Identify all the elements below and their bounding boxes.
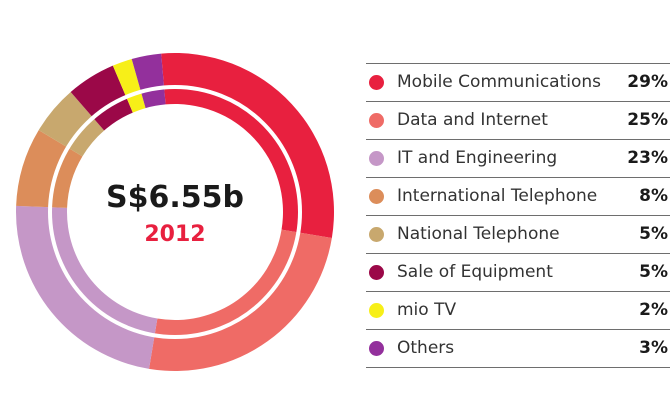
donut-slice — [70, 65, 133, 131]
legend-item: IT and Engineering 23% — [366, 139, 670, 177]
legend: Mobile Communications 29% Data and Interne… — [366, 63, 670, 368]
legend-label: Sale of Equipment — [397, 262, 553, 282]
legend-percentage: 23% — [627, 148, 668, 168]
legend-swatch — [369, 227, 384, 242]
legend-swatch — [369, 303, 384, 318]
donut-slice — [161, 53, 334, 238]
legend-item: mio TV 2% — [366, 291, 670, 329]
legend-percentage: 5% — [639, 262, 668, 282]
donut-slice — [131, 53, 166, 109]
legend-label: mio TV — [397, 300, 457, 320]
legend-label: IT and Engineering — [397, 148, 558, 168]
center-total-value: S$6.55b — [106, 180, 244, 215]
donut-chart: S$6.55b 2012 — [16, 53, 334, 371]
legend-item: Others 3% — [366, 329, 670, 368]
legend-percentage: 3% — [639, 338, 668, 358]
legend-item: Sale of Equipment 5% — [366, 253, 670, 291]
legend-swatch — [369, 189, 384, 204]
legend-swatch — [369, 151, 384, 166]
legend-label: International Telephone — [397, 186, 598, 206]
legend-percentage: 8% — [639, 186, 668, 206]
donut-slice — [112, 59, 146, 113]
legend-label: Data and Internet — [397, 110, 548, 130]
legend-item: Data and Internet 25% — [366, 101, 670, 139]
legend-label: National Telephone — [397, 224, 560, 244]
donut-slice — [38, 92, 105, 157]
legend-percentage: 25% — [627, 110, 668, 130]
center-year-label: 2012 — [144, 222, 205, 247]
donut-slice — [16, 205, 158, 369]
legend-swatch — [369, 341, 384, 356]
donut-slice — [149, 229, 332, 371]
legend-item: National Telephone 5% — [366, 215, 670, 253]
legend-percentage: 29% — [627, 72, 668, 92]
legend-item: International Telephone 8% — [366, 177, 670, 215]
legend-item: Mobile Communications 29% — [366, 63, 670, 101]
legend-percentage: 5% — [639, 224, 668, 244]
inner-white-ring — [48, 85, 302, 339]
legend-swatch — [369, 265, 384, 280]
legend-swatch — [369, 75, 384, 90]
legend-label: Others — [397, 338, 455, 358]
legend-percentage: 2% — [639, 300, 668, 320]
legend-label: Mobile Communications — [397, 72, 602, 92]
legend-swatch — [369, 113, 384, 128]
